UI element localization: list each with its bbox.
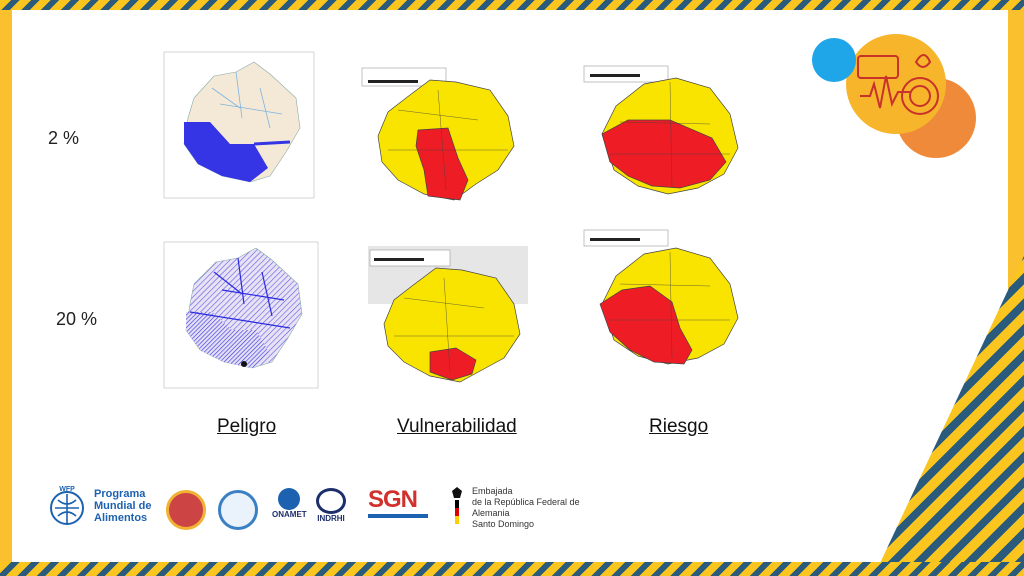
wfp-logo: WFP Programa Mundial de Alimentos — [46, 484, 156, 528]
embajada-line-2: de la República Federal de Alemania — [472, 497, 580, 518]
map-peligro-2-percent — [150, 48, 326, 206]
sgn-logo: SGN — [368, 486, 428, 518]
climate-logo-icon — [812, 34, 976, 158]
map-vulnerabilidad-20-percent — [364, 242, 534, 392]
government-seal-icon — [166, 490, 206, 530]
row-label-2-percent: 2 % — [48, 128, 80, 148]
embajada-logo: Embajada de la República Federal de Alem… — [450, 486, 606, 530]
german-eagle-flag-icon — [450, 486, 464, 524]
partner-logos: WFP Programa Mundial de Alimentos ONAMET… — [46, 478, 606, 534]
onamet-globe-icon — [278, 488, 301, 510]
column-label-riesgo: Riesgo — [649, 416, 709, 437]
column-label-peligro: Peligro — [217, 416, 277, 437]
top-stripe-border — [0, 0, 1024, 10]
svg-text:WFP: WFP — [59, 486, 75, 493]
indrhi-logo: INDRHI — [316, 488, 346, 523]
map-peligro-20-percent — [150, 232, 330, 396]
map-riesgo-20-percent — [580, 224, 764, 388]
row-label-20-percent: 20 % — [56, 309, 98, 329]
indrhi-emblem-icon — [316, 488, 346, 514]
map-vulnerabilidad-2-percent — [358, 50, 530, 208]
agency-seal-icon — [218, 490, 258, 530]
wfp-program-name: Programa Mundial de Alimentos — [94, 488, 152, 524]
map-riesgo-2-percent — [580, 62, 764, 210]
onamet-logo: ONAMET — [272, 488, 307, 519]
bottom-stripe-border — [0, 562, 1024, 576]
column-label-vulnerabilidad: Vulnerabilidad — [397, 416, 517, 437]
wfp-emblem-icon: WFP — [50, 486, 84, 525]
embajada-line-3: Santo Domingo — [472, 519, 535, 529]
embajada-line-1: Embajada — [472, 486, 513, 496]
sgn-underline — [368, 514, 428, 518]
